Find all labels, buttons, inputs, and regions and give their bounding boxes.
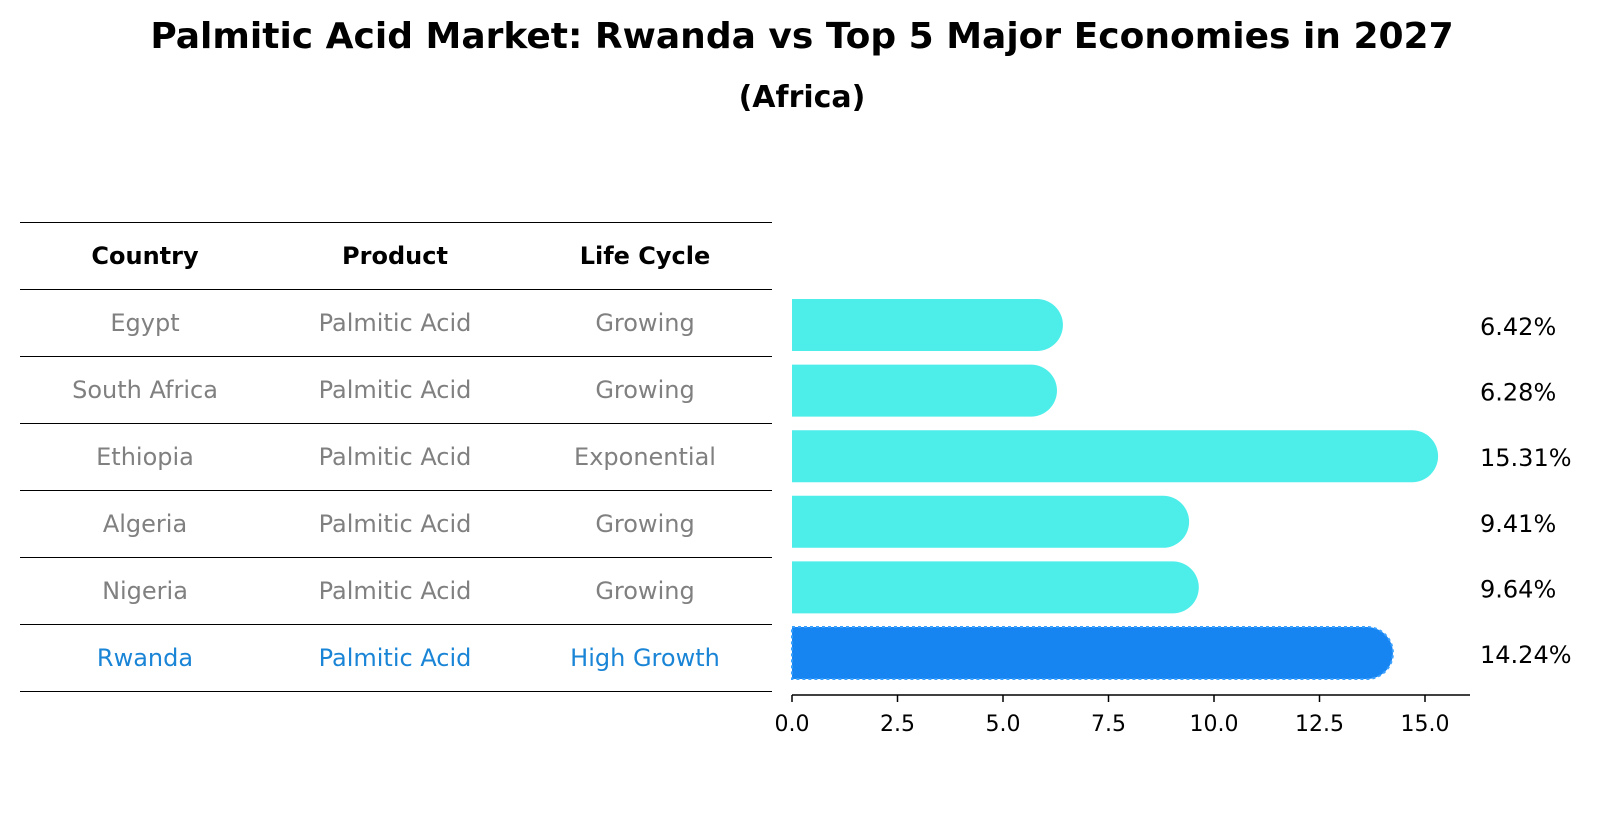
bar [792, 364, 1057, 417]
product-cell: Palmitic Acid [318, 577, 472, 605]
life-cycle-cell: Exponential [574, 443, 716, 471]
x-tick-label: 12.5 [1295, 712, 1344, 737]
bar [792, 495, 1190, 548]
x-tick-label: 7.5 [1091, 712, 1126, 737]
product-cell: Palmitic Acid [318, 309, 472, 337]
table-row: Algeria Palmitic Acid Growing [20, 491, 772, 558]
country-cell: South Africa [72, 376, 218, 404]
value-label: 9.41% [1480, 510, 1556, 538]
column-header-life-cycle: Life Cycle [579, 242, 711, 270]
life-cycle-cell: Growing [595, 309, 695, 337]
table-header-row: Country Product Life Cycle [20, 222, 772, 290]
table-row: Egypt Palmitic Acid Growing [20, 290, 772, 357]
product-cell: Palmitic Acid [318, 443, 472, 471]
product-cell: Palmitic Acid [318, 644, 472, 672]
bar [792, 561, 1199, 614]
x-tick-label: 0.0 [775, 712, 810, 737]
data-table: Country Product Life Cycle Egypt Palmiti… [20, 222, 772, 692]
bar [792, 430, 1439, 483]
life-cycle-cell: Growing [595, 577, 695, 605]
table-row: Nigeria Palmitic Acid Growing [20, 558, 772, 625]
x-tick-label: 2.5 [880, 712, 915, 737]
table-row: South Africa Palmitic Acid Growing [20, 357, 772, 424]
country-cell: Egypt [110, 309, 180, 337]
value-label: 14.24% [1480, 641, 1572, 669]
x-tick-label: 10.0 [1190, 712, 1239, 737]
chart-subtitle: (Africa) [738, 80, 866, 115]
chart-title: Palmitic Acid Market: Rwanda vs Top 5 Ma… [150, 16, 1454, 57]
column-header-country: Country [91, 242, 199, 270]
bar-highlighted [791, 626, 1394, 680]
life-cycle-cell: Growing [595, 510, 695, 538]
country-cell: Nigeria [102, 577, 188, 605]
country-cell: Rwanda [96, 644, 194, 672]
life-cycle-cell: Growing [595, 376, 695, 404]
bar [792, 299, 1063, 351]
value-label: 6.42% [1480, 313, 1556, 341]
x-tick-label: 15.0 [1401, 712, 1450, 737]
country-cell: Algeria [102, 510, 188, 538]
value-label: 15.31% [1480, 444, 1572, 472]
product-cell: Palmitic Acid [318, 376, 472, 404]
value-label: 9.64% [1480, 575, 1556, 603]
product-cell: Palmitic Acid [318, 510, 472, 538]
table-row: Ethiopia Palmitic Acid Exponential [20, 424, 772, 491]
table-row-highlighted: Rwanda Palmitic Acid High Growth [20, 625, 772, 692]
column-header-product: Product [342, 242, 448, 270]
country-cell: Ethiopia [96, 443, 194, 471]
life-cycle-cell: High Growth [570, 644, 720, 672]
x-tick-label: 5.0 [986, 712, 1021, 737]
value-label: 6.28% [1480, 379, 1556, 407]
